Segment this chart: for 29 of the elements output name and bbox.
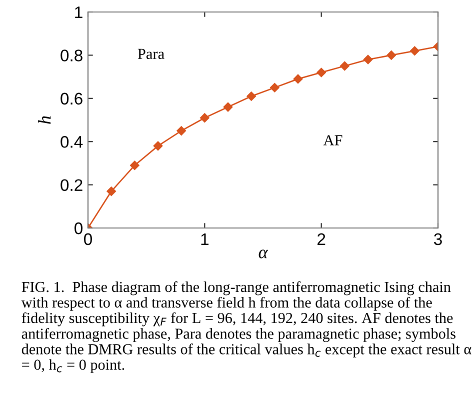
point [200,113,210,122]
point [176,126,186,136]
x-tick-label: 0 [84,233,92,246]
y-tick-label: 0.8 [60,50,82,62]
annotation: AF [323,135,342,146]
x-tick-label: 2 [318,233,326,245]
point [386,50,396,60]
y-tick-label: 1 [75,6,82,18]
x-tick-label: 1 [201,233,208,245]
x-axis-title: α [258,250,268,258]
point [316,68,326,78]
y-tick-label: 0.2 [60,179,82,192]
text: FIG. 1. Phase diagram of the long-range antiferromagnetic Ising chain with respect to α and transverse field h from the data collapse of the fidelity susceptibility χ$_{F}$ for L = 96, 144, 192, 240 sites. AF denotes the antiferromagnetic phase, Para denotes the paramagnetic phase; symbols denote the DMRG results of the critical values h$_{c}$ except the exact result α = 0, h$_{c}$ = 0 point. [21,281,472,373]
y-tick-label: 0.4 [60,136,83,148]
y-tick-label: 0.6 [60,92,82,105]
point [246,92,256,101]
point [410,46,420,56]
annotation: Para [138,48,164,60]
point [106,186,116,196]
point [130,160,140,170]
y-tick-label: 0 [74,222,82,234]
point [270,82,280,92]
point [293,74,303,84]
point [363,54,373,64]
point [153,141,163,151]
point [340,61,350,71]
y-axis-title: h [38,116,51,124]
point [223,102,233,112]
x-tick-label: 3 [434,233,442,246]
